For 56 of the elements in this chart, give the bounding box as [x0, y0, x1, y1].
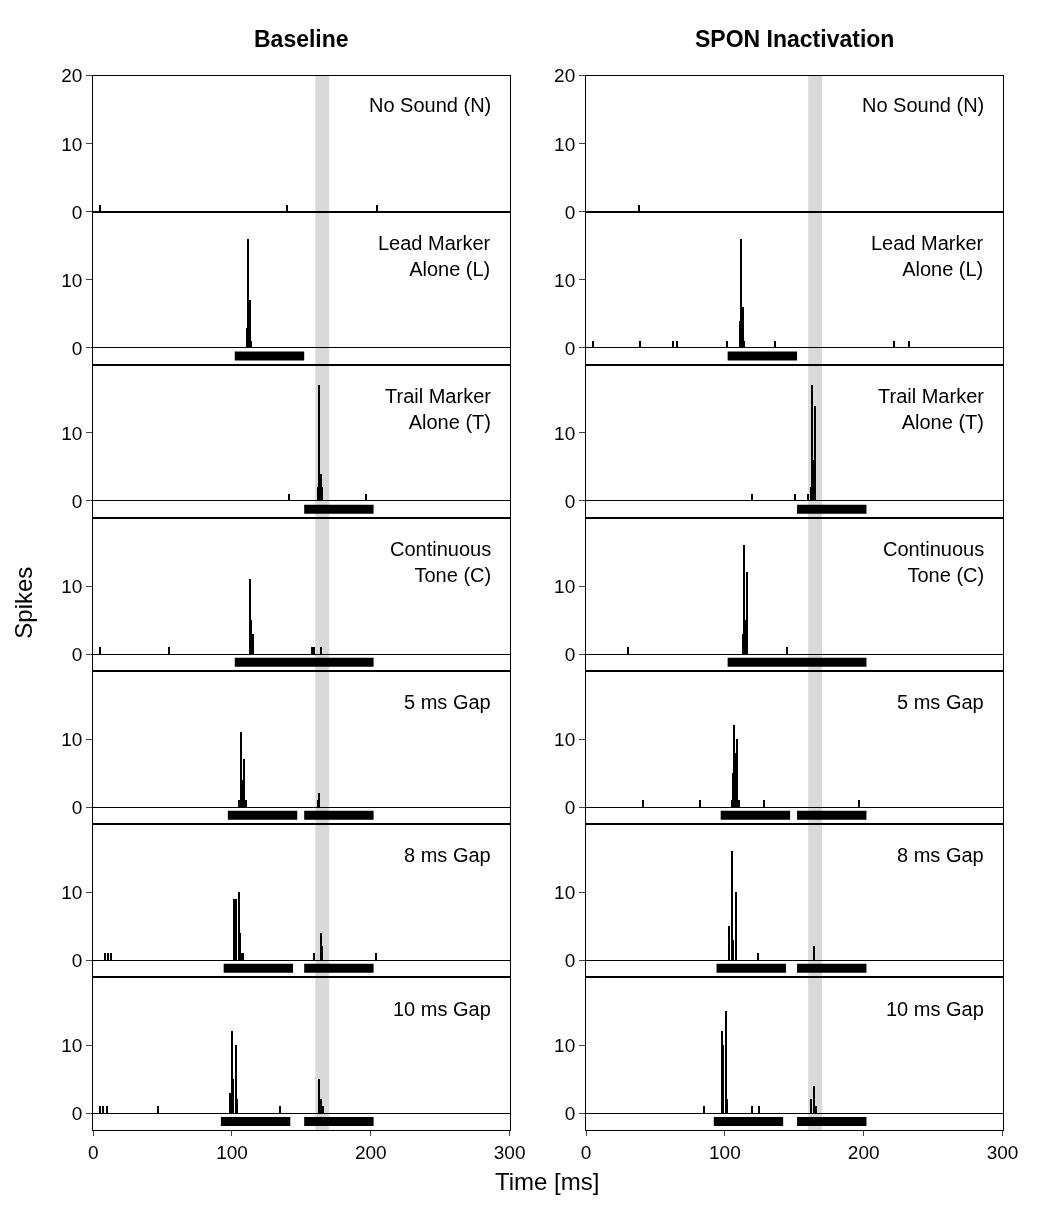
x-tick-label: 100: [216, 1142, 248, 1164]
y-tick-label: 10: [61, 1034, 83, 1056]
annotation: Continuous Tone (C): [390, 538, 492, 586]
x-tick-label: 200: [847, 1142, 880, 1164]
annotation: Lead Marker Alone (L): [871, 232, 984, 280]
x-tick-label: 100: [709, 1142, 741, 1164]
y-tick-label: 0: [71, 643, 83, 665]
y-tick-label: 0: [564, 201, 576, 223]
annotation: 8 ms Gap: [897, 844, 984, 866]
y-tick-label: 10: [554, 269, 576, 291]
x-tick-label: 300: [493, 1142, 526, 1164]
annotation: Trail Marker Alone (T): [878, 385, 985, 433]
y-tick-label: 0: [71, 796, 83, 818]
annotation: 8 ms Gap: [404, 844, 491, 866]
annotation: 5 ms Gap: [897, 691, 984, 713]
y-tick-label: 10: [554, 1034, 576, 1056]
y-tick-label: 0: [564, 337, 576, 359]
y-tick-label: 0: [71, 949, 83, 971]
y-tick-label: 10: [554, 728, 576, 750]
annotation: Continuous Tone (C): [883, 538, 985, 586]
y-tick-label: 10: [61, 133, 83, 155]
y-tick-label: 0: [71, 337, 83, 359]
chart-title: SPON Inactivation: [695, 26, 895, 52]
y-tick-label: 10: [554, 881, 576, 903]
x-tick-label: 0: [87, 1142, 99, 1164]
x-tick-label: 300: [986, 1142, 1019, 1164]
x-tick-label: 0: [580, 1142, 592, 1164]
y-tick-label: 10: [61, 422, 83, 444]
y-tick-label: 10: [61, 728, 83, 750]
y-tick-label: 0: [71, 201, 83, 223]
y-axis-title: Spikes: [9, 566, 37, 639]
y-tick-label: 20: [554, 65, 576, 87]
y-tick-label: 0: [564, 796, 576, 818]
annotation: 10 ms Gap: [886, 998, 984, 1020]
y-tick-label: 10: [554, 133, 576, 155]
y-tick-label: 10: [554, 422, 576, 444]
annotation: Lead Marker Alone (L): [378, 232, 491, 280]
y-tick-label: 10: [61, 881, 83, 903]
chart-title: Baseline: [254, 26, 349, 52]
y-tick-label: 0: [564, 949, 576, 971]
annotation: No Sound (N): [369, 94, 492, 116]
y-tick-label: 0: [564, 643, 576, 665]
annotation: 10 ms Gap: [393, 998, 491, 1020]
y-tick-label: 0: [564, 490, 576, 512]
x-tick-label: 200: [354, 1142, 387, 1164]
annotation: 5 ms Gap: [404, 691, 491, 713]
x-axis-title: Time [ms]: [495, 1168, 600, 1195]
y-tick-label: 0: [564, 1102, 576, 1124]
y-tick-label: 10: [61, 269, 83, 291]
annotation: Trail Marker Alone (T): [385, 385, 492, 433]
annotation: No Sound (N): [862, 94, 985, 116]
y-tick-label: 0: [71, 1102, 83, 1124]
y-tick-label: 20: [61, 65, 83, 87]
y-tick-label: 10: [554, 575, 576, 597]
y-tick-label: 10: [61, 575, 83, 597]
y-tick-label: 0: [71, 490, 83, 512]
